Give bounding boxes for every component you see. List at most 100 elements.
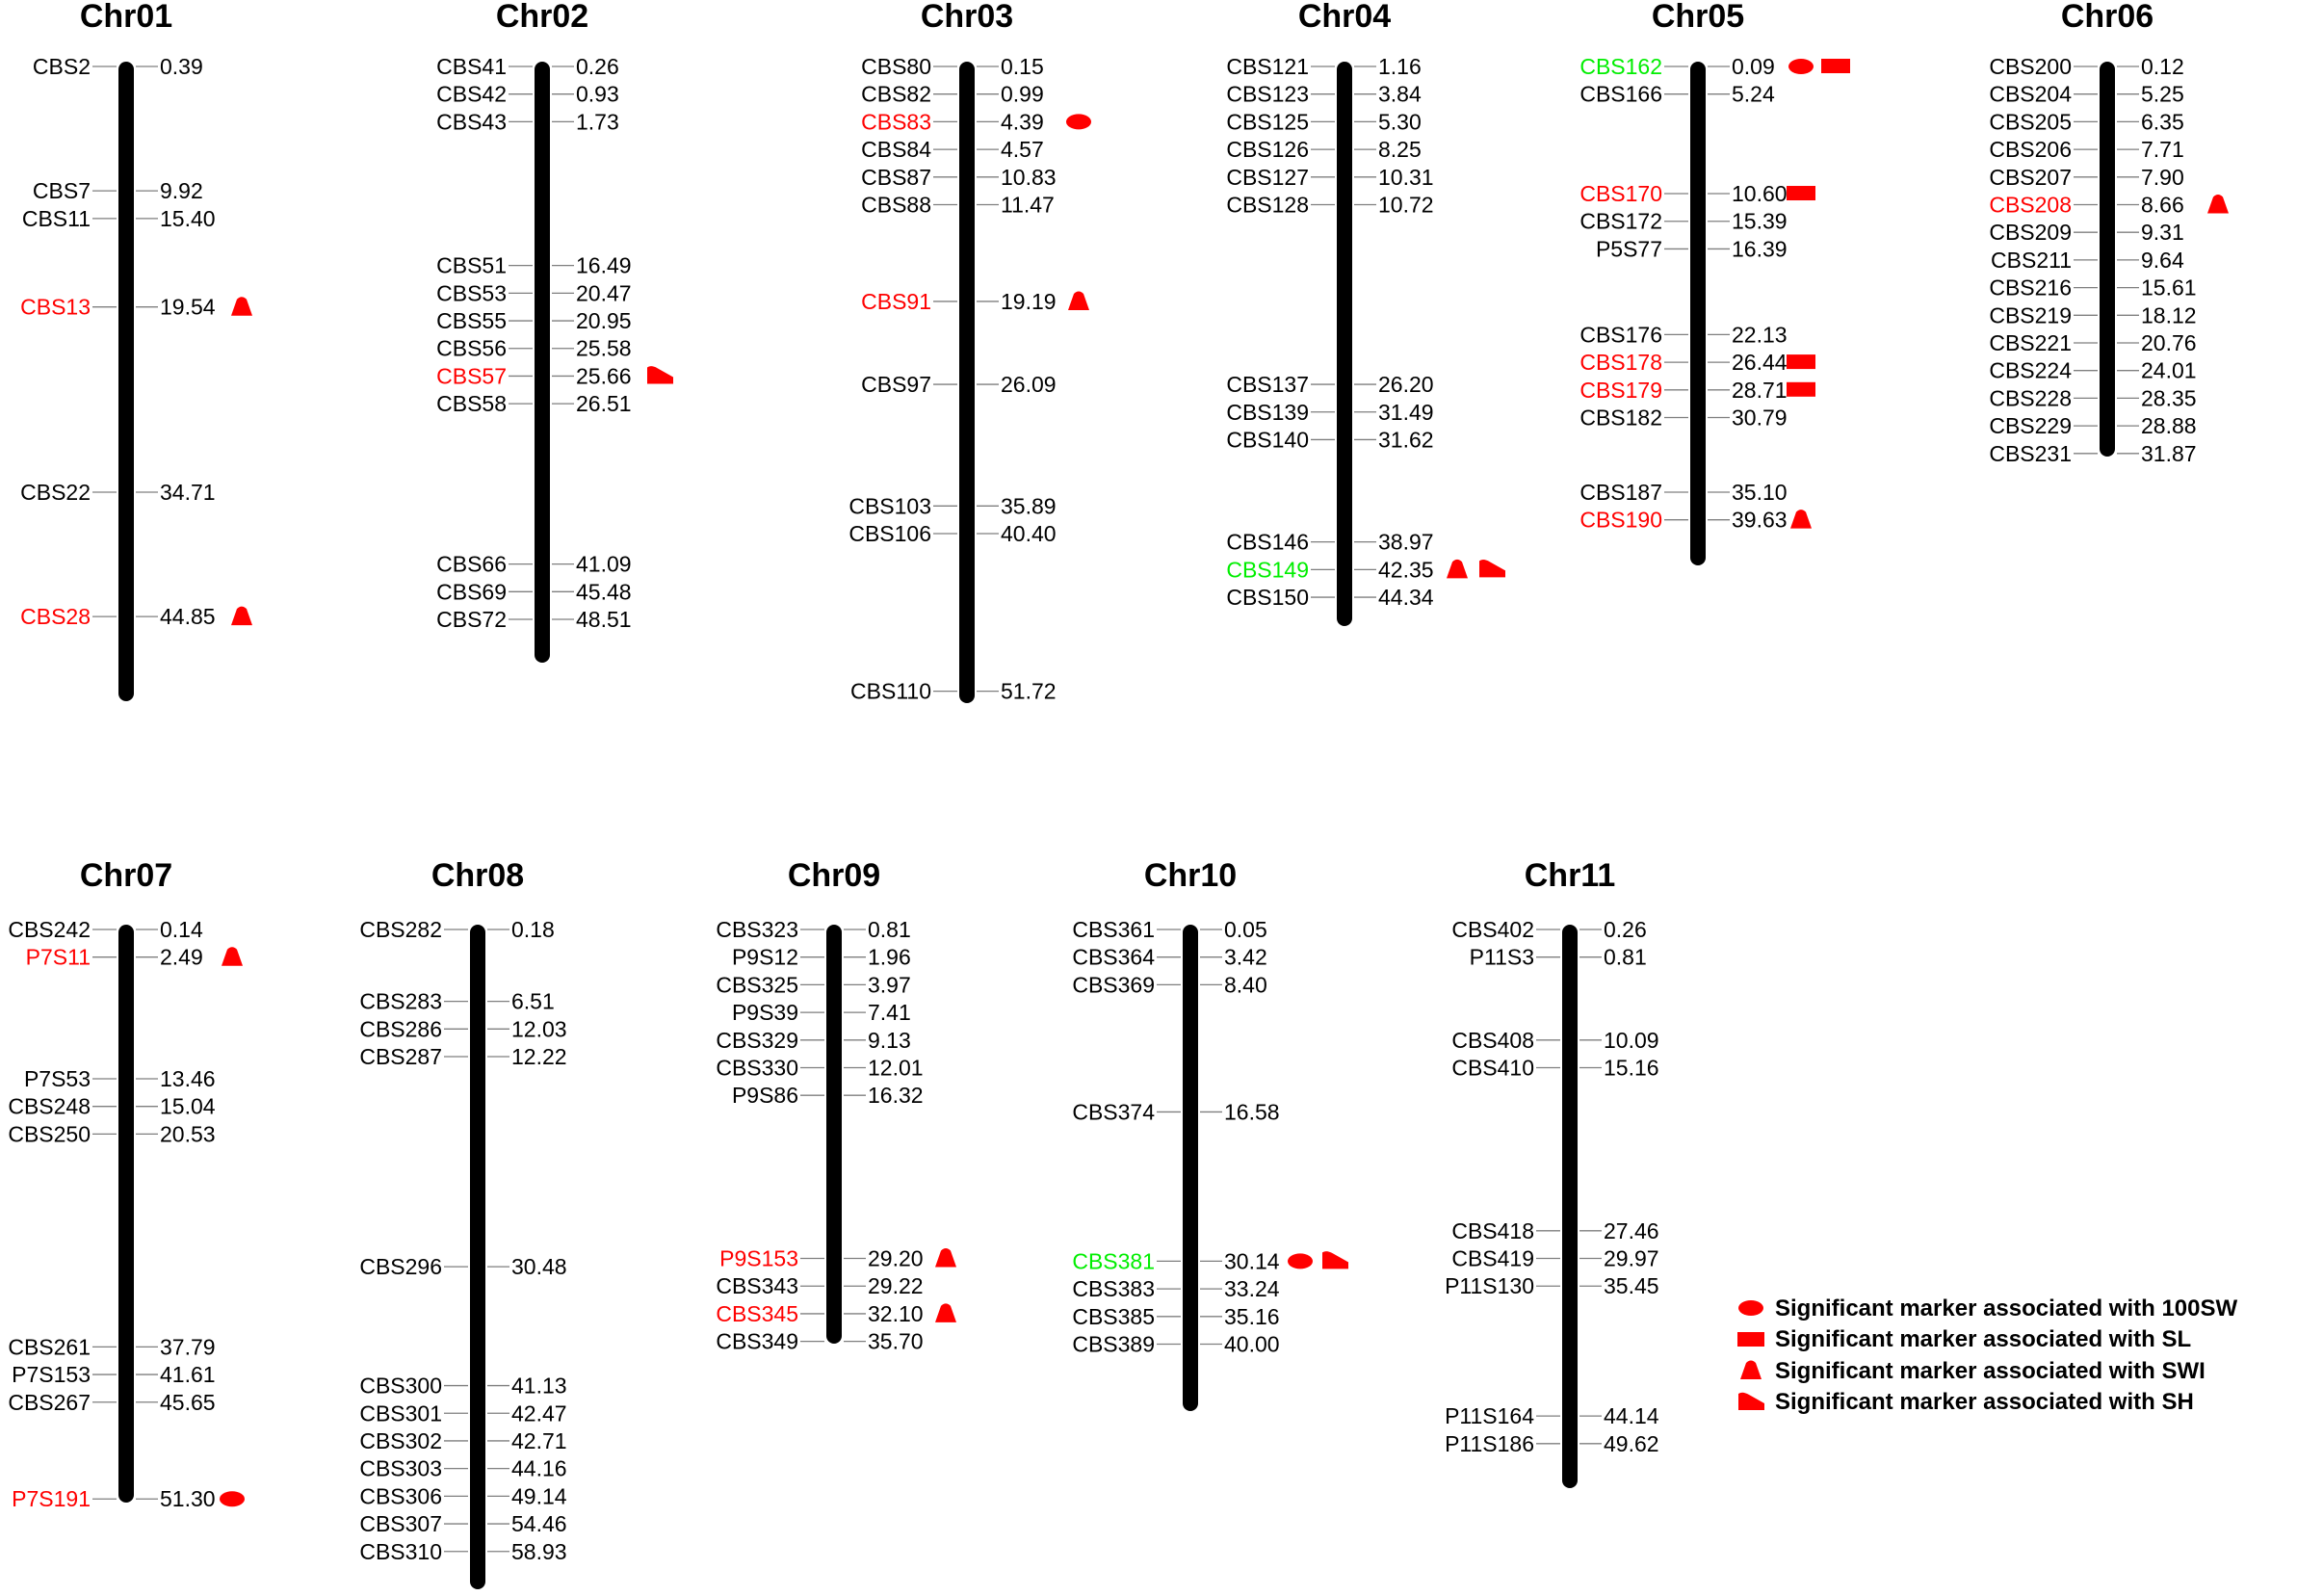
marker-cbs374: CBS374 16.58 xyxy=(1072,1099,1279,1124)
marker-position: 45.65 xyxy=(160,1390,216,1415)
marker-cbs389: CBS389 40.00 xyxy=(1072,1332,1279,1357)
flag-icon xyxy=(1738,1392,1764,1410)
marker-position: 9.92 xyxy=(160,178,203,203)
marker-name: P11S164 xyxy=(1445,1403,1534,1428)
marker-cbs325: CBS325 3.97 xyxy=(716,972,910,997)
marker-cbs261: CBS261 37.79 xyxy=(8,1334,215,1359)
marker-cbs69: CBS69 45.48 xyxy=(436,579,631,604)
marker-name: CBS329 xyxy=(716,1028,798,1053)
marker-name: CBS211 xyxy=(1991,248,2072,273)
marker-position: 20.53 xyxy=(160,1121,216,1146)
marker-position: 0.05 xyxy=(1224,917,1267,942)
marker-name: P9S153 xyxy=(719,1246,798,1271)
marker-name: CBS69 xyxy=(436,579,507,604)
marker-name: CBS123 xyxy=(1226,82,1309,107)
marker-name: CBS261 xyxy=(8,1334,91,1359)
marker-cbs206: CBS206 7.71 xyxy=(1989,137,2183,162)
marker-position: 51.72 xyxy=(1001,679,1057,704)
triangle-icon xyxy=(2207,195,2229,214)
marker-name: CBS364 xyxy=(1072,945,1155,970)
marker-name: CBS137 xyxy=(1226,372,1309,397)
marker-position: 39.63 xyxy=(1732,508,1788,533)
marker-cbs22: CBS22 34.71 xyxy=(20,480,215,505)
marker-position: 1.16 xyxy=(1378,54,1422,79)
marker-cbs172: CBS172 15.39 xyxy=(1579,209,1787,234)
marker-name: CBS381 xyxy=(1072,1248,1155,1273)
marker-position: 1.96 xyxy=(868,945,911,970)
marker-name: CBS166 xyxy=(1579,82,1662,107)
marker-position: 37.79 xyxy=(160,1334,216,1359)
marker-name: CBS302 xyxy=(359,1428,442,1453)
marker-position: 7.71 xyxy=(2141,137,2184,162)
marker-name: CBS176 xyxy=(1579,322,1662,347)
marker-position: 35.45 xyxy=(1604,1273,1659,1298)
marker-position: 13.46 xyxy=(160,1066,216,1091)
marker-cbs221: CBS221 20.76 xyxy=(1989,330,2196,355)
marker-name: CBS296 xyxy=(359,1254,442,1279)
chromosome-chr09: Chr09 CBS323 0.81 P9S12 1.96 CBS325 3.97 P9S39 7… xyxy=(716,857,956,1354)
ellipse-icon xyxy=(220,1491,245,1507)
marker-cbs287: CBS287 12.22 xyxy=(359,1044,566,1069)
legend-label: Significant marker associated with SL xyxy=(1775,1326,2191,1352)
marker-position: 15.16 xyxy=(1604,1056,1659,1081)
marker-name: CBS385 xyxy=(1072,1304,1155,1329)
marker-cbs82: CBS82 0.99 xyxy=(861,82,1044,107)
marker-cbs224: CBS224 24.01 xyxy=(1989,358,2196,383)
marker-position: 20.95 xyxy=(576,308,632,333)
marker-cbs139: CBS139 31.49 xyxy=(1226,400,1433,425)
marker-name: CBS162 xyxy=(1579,54,1662,79)
chromosome-title: Chr05 xyxy=(1652,0,1744,35)
marker-cbs88: CBS88 11.47 xyxy=(861,193,1055,218)
marker-cbs306: CBS306 49.14 xyxy=(359,1483,566,1508)
marker-cbs283: CBS283 6.51 xyxy=(359,989,554,1014)
marker-name: CBS345 xyxy=(716,1301,798,1326)
marker-position: 54.46 xyxy=(511,1511,567,1536)
marker-name: CBS172 xyxy=(1579,209,1662,234)
marker-position: 41.09 xyxy=(576,552,632,577)
marker-name: CBS22 xyxy=(20,480,91,505)
marker-name: P5S77 xyxy=(1596,236,1662,261)
marker-name: CBS179 xyxy=(1579,378,1662,403)
marker-cbs149: CBS149 42.35 xyxy=(1226,557,1505,582)
ellipse-icon xyxy=(1788,59,1814,74)
marker-position: 29.97 xyxy=(1604,1246,1659,1271)
marker-position: 0.81 xyxy=(868,917,911,942)
marker-position: 11.47 xyxy=(1001,193,1055,218)
marker-position: 29.22 xyxy=(868,1273,924,1298)
marker-cbs209: CBS209 9.31 xyxy=(1989,220,2183,245)
marker-position: 6.51 xyxy=(511,989,555,1014)
marker-name: CBS170 xyxy=(1579,181,1662,206)
marker-position: 31.62 xyxy=(1378,427,1434,452)
flag-icon xyxy=(647,366,673,384)
marker-name: CBS221 xyxy=(1989,330,2072,355)
marker-position: 18.12 xyxy=(2141,302,2197,327)
marker-position: 31.87 xyxy=(2141,441,2197,466)
triangle-icon xyxy=(1447,559,1468,579)
marker-position: 0.26 xyxy=(1604,917,1647,942)
marker-cbs296: CBS296 30.48 xyxy=(359,1254,566,1279)
marker-position: 42.71 xyxy=(511,1428,567,1453)
marker-name: CBS140 xyxy=(1226,427,1309,452)
marker-name: CBS303 xyxy=(359,1456,442,1481)
marker-name: CBS231 xyxy=(1989,441,2072,466)
marker-name: CBS28 xyxy=(20,604,91,629)
marker-position: 32.10 xyxy=(868,1301,924,1326)
marker-name: CBS149 xyxy=(1226,557,1309,582)
marker-name: CBS187 xyxy=(1579,480,1662,505)
marker-cbs178: CBS178 26.44 xyxy=(1579,350,1815,375)
chromosome-bar xyxy=(535,62,550,663)
marker-position: 45.48 xyxy=(576,579,632,604)
marker-name: CBS205 xyxy=(1989,109,2072,134)
marker-cbs11: CBS11 15.40 xyxy=(22,206,216,231)
marker-name: CBS216 xyxy=(1989,275,2072,301)
marker-position: 15.39 xyxy=(1732,209,1788,234)
marker-name: CBS383 xyxy=(1072,1276,1155,1301)
chromosome-chr03: Chr03 CBS80 0.15 CBS82 0.99 CBS83 4.39 CBS84 4.5… xyxy=(848,0,1091,704)
chromosome-title: Chr09 xyxy=(788,857,880,894)
marker-cbs408: CBS408 10.09 xyxy=(1451,1028,1658,1053)
marker-name: CBS283 xyxy=(359,989,442,1014)
chromosome-bar xyxy=(118,925,134,1503)
marker-cbs345: CBS345 32.10 xyxy=(716,1301,956,1326)
